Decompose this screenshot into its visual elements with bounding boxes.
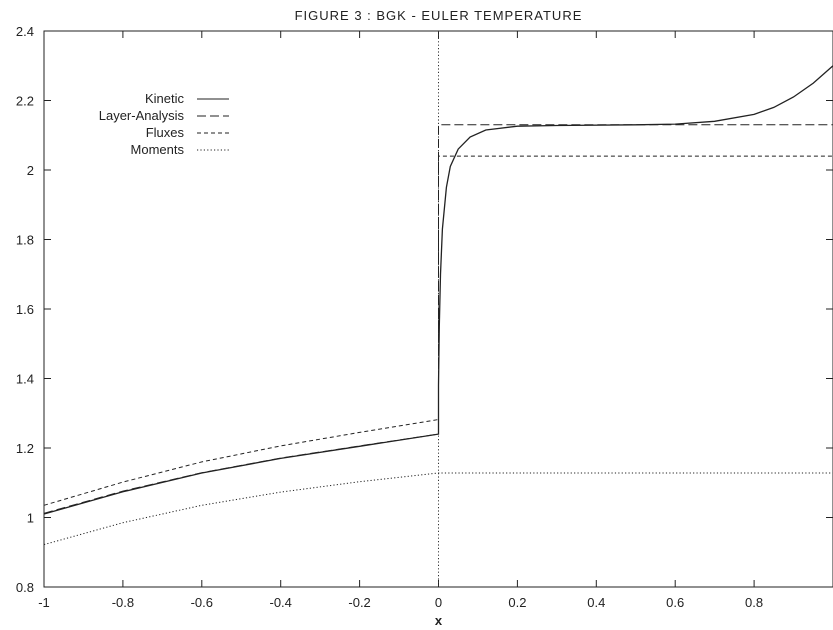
y-tick-label: 1.8 [16, 233, 34, 248]
legend: Kinetic Layer-Analysis Fluxes Moments [99, 91, 229, 157]
y-tick-label: 1.4 [16, 372, 34, 387]
series-line-layer-analysis [43, 124, 833, 514]
y-tick-label: 2 [27, 163, 34, 178]
x-tick-label: 0.8 [745, 595, 763, 610]
x-tick-label: -1 [38, 595, 50, 610]
x-axis-label: x [435, 613, 443, 628]
series-layer [43, 31, 833, 587]
axis-ticks: -1 -0.8 -0.6 -0.4 -0.2 0 0.2 0.4 0.6 0.8 0.8 1 1.2 1.… [16, 24, 833, 610]
x-tick-label: 0.2 [508, 595, 526, 610]
legend-label-kinetic: Kinetic [145, 91, 185, 106]
y-tick-label: 1.6 [16, 302, 34, 317]
y-tick-label: 1.2 [16, 441, 34, 456]
y-tick-label: 0.8 [16, 580, 34, 595]
x-tick-label: -0.2 [348, 595, 370, 610]
x-tick-label: 0 [435, 595, 442, 610]
series-line-kinetic [43, 65, 833, 515]
x-tick-label: -0.4 [269, 595, 291, 610]
series-line-moments [43, 472, 833, 546]
x-tick-label: -0.6 [191, 595, 213, 610]
y-tick-label: 2.4 [16, 24, 34, 39]
x-tick-label: -0.8 [112, 595, 134, 610]
y-tick-label: 1 [27, 511, 34, 526]
legend-label-fluxes: Fluxes [146, 125, 185, 140]
legend-label-moments: Moments [131, 142, 185, 157]
x-tick-label: 0.4 [587, 595, 605, 610]
series-line-fluxes [43, 155, 833, 506]
chart-title: FIGURE 3 : BGK - EULER TEMPERATURE [295, 8, 583, 23]
legend-label-layer-analysis: Layer-Analysis [99, 108, 185, 123]
y-tick-label: 2.2 [16, 94, 34, 109]
x-tick-label: 0.6 [666, 595, 684, 610]
